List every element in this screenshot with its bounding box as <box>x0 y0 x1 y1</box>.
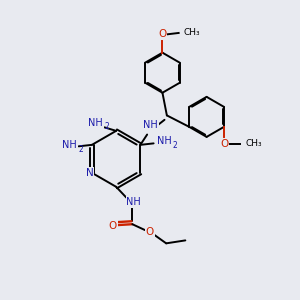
Text: CH₃: CH₃ <box>184 28 200 38</box>
Text: CH₃: CH₃ <box>245 140 262 148</box>
Text: O: O <box>158 29 166 39</box>
Text: NH: NH <box>88 118 103 128</box>
Text: NH: NH <box>126 197 141 207</box>
Text: O: O <box>146 226 154 237</box>
Text: NH: NH <box>157 136 171 146</box>
Text: 2: 2 <box>79 145 83 154</box>
Text: O: O <box>109 221 117 231</box>
Text: 2: 2 <box>173 141 178 150</box>
Text: O: O <box>220 139 228 149</box>
Text: NH: NH <box>62 140 77 150</box>
Text: 2: 2 <box>104 122 109 131</box>
Text: NH: NH <box>143 120 158 130</box>
Text: N: N <box>86 168 93 178</box>
